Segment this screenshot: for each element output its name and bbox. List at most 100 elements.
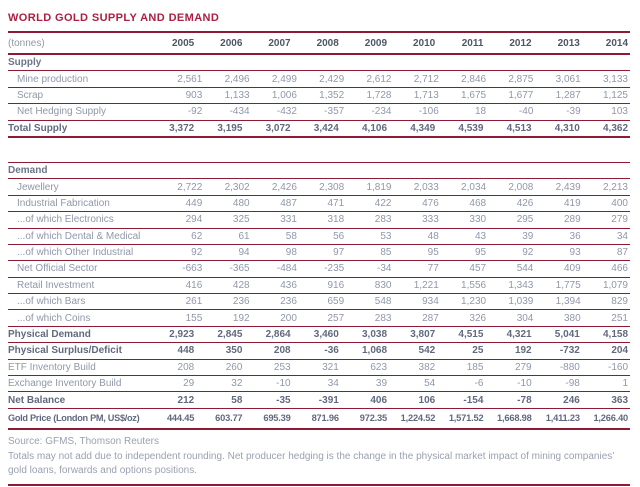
value-cell: 4,362 bbox=[603, 122, 629, 134]
value-cell: 695.39 bbox=[263, 413, 291, 424]
value-cell: 212 bbox=[177, 394, 195, 406]
row-label: ...of which Dental & Medical bbox=[17, 230, 141, 242]
value-cell: 2,845 bbox=[217, 329, 243, 341]
value-cell: 363 bbox=[611, 394, 629, 406]
year-header: 2013 bbox=[557, 37, 580, 49]
value-cell: 236 bbox=[232, 296, 250, 308]
value-cell: 87 bbox=[616, 247, 628, 259]
value-cell: 603.77 bbox=[215, 413, 243, 424]
value-cell: 871.96 bbox=[311, 413, 339, 424]
value-cell: 449 bbox=[185, 197, 203, 209]
value-cell: 251 bbox=[611, 312, 628, 324]
value-cell: 333 bbox=[422, 214, 439, 226]
value-cell: 2,496 bbox=[224, 73, 250, 85]
year-header: 2008 bbox=[316, 37, 339, 49]
value-cell: 2,439 bbox=[555, 181, 581, 193]
section-row: Supply bbox=[8, 55, 630, 72]
value-cell: 3,424 bbox=[313, 122, 339, 134]
bottom-rule bbox=[8, 484, 630, 487]
value-cell: 304 bbox=[516, 312, 534, 324]
year-header: 2005 bbox=[171, 37, 195, 49]
row-label: Industrial Fabrication bbox=[17, 197, 110, 209]
value-cell: 1,668.98 bbox=[497, 413, 532, 424]
value-cell: -35 bbox=[276, 394, 291, 406]
value-cell: -154 bbox=[463, 394, 484, 406]
value-cell: 444.45 bbox=[166, 413, 195, 424]
row-label: Total Supply bbox=[8, 122, 68, 134]
table-row: ETF Inventory Build 208 260 253 321 623 382 185… bbox=[8, 360, 630, 377]
value-cell: 1,079 bbox=[602, 279, 628, 291]
table-row: ...of which Coins 155 192 200 257 283 287 326 30… bbox=[8, 310, 630, 327]
value-cell: -234 bbox=[371, 106, 392, 118]
value-cell: 623 bbox=[370, 361, 388, 373]
value-cell: 261 bbox=[185, 296, 203, 308]
value-cell: -40 bbox=[518, 106, 534, 118]
value-cell: 95 bbox=[427, 247, 439, 259]
value-cell: 61 bbox=[238, 230, 250, 242]
value-cell: 1,728 bbox=[366, 89, 392, 101]
value-cell: -78 bbox=[517, 394, 532, 406]
value-cell: -365 bbox=[229, 263, 250, 275]
value-cell: 62 bbox=[191, 230, 203, 242]
row-label: Physical Surplus/Deficit bbox=[8, 345, 122, 357]
row-label: Jewellery bbox=[17, 181, 59, 193]
table-row: ...of which Dental & Medical 62 61 58 56 53 48… bbox=[8, 229, 630, 245]
value-cell: 321 bbox=[322, 361, 339, 373]
value-cell: 283 bbox=[374, 214, 392, 226]
value-cell: 1,133 bbox=[224, 89, 250, 101]
value-cell: 5,041 bbox=[554, 329, 580, 341]
value-cell: 331 bbox=[280, 214, 297, 226]
value-cell: 77 bbox=[427, 263, 439, 275]
value-cell: 4,106 bbox=[361, 122, 388, 134]
value-cell: -160 bbox=[608, 361, 629, 373]
table-row: ...of which Electronics 294 325 331 318 283 33… bbox=[8, 212, 630, 229]
value-cell: 246 bbox=[563, 394, 580, 406]
value-cell: 208 bbox=[273, 345, 291, 357]
value-cell: 1,819 bbox=[366, 181, 392, 193]
value-cell: 476 bbox=[422, 197, 439, 209]
value-cell: 106 bbox=[418, 394, 436, 406]
value-cell: 466 bbox=[611, 263, 628, 275]
value-cell: 103 bbox=[611, 106, 628, 118]
table-row: Jewellery 2,722 2,302 2,426 2,308 1,819 2,033 2… bbox=[8, 179, 630, 196]
value-cell: -434 bbox=[229, 106, 250, 118]
value-cell: 4,513 bbox=[506, 122, 532, 134]
table-row: Mine production 2,561 2,496 2,499 2,429 2,612… bbox=[8, 71, 630, 88]
row-label: Net Hedging Supply bbox=[17, 106, 106, 118]
value-cell: 972.35 bbox=[359, 413, 388, 424]
value-cell: 468 bbox=[469, 197, 487, 209]
table-row: Industrial Fabrication 449 480 487 471 422 476… bbox=[8, 196, 630, 213]
value-cell: 2,426 bbox=[271, 181, 297, 193]
row-label: ...of which Electronics bbox=[17, 214, 114, 226]
table-row: Scrap 903 1,133 1,006 1,352 1,728 1,713 1,675 1,… bbox=[8, 88, 630, 105]
value-cell: -10 bbox=[517, 378, 532, 390]
value-cell: 406 bbox=[370, 394, 388, 406]
value-cell: 400 bbox=[611, 197, 628, 209]
value-cell: 54 bbox=[424, 378, 436, 390]
value-cell: 916 bbox=[327, 279, 345, 291]
year-header: 2010 bbox=[412, 37, 436, 49]
row-label: Retail Investment bbox=[17, 279, 95, 291]
value-cell: -235 bbox=[324, 263, 345, 275]
value-cell: 325 bbox=[232, 214, 250, 226]
value-cell: 1,068 bbox=[361, 345, 388, 357]
year-header: 2006 bbox=[220, 37, 243, 49]
value-cell: 208 bbox=[177, 361, 195, 373]
value-cell: 283 bbox=[374, 312, 392, 324]
table-row: Gold Price (London PM, US$/oz) 444.45 603.… bbox=[8, 409, 630, 430]
value-cell: 257 bbox=[327, 312, 345, 324]
value-cell: 4,515 bbox=[458, 329, 484, 341]
value-cell: 279 bbox=[514, 361, 532, 373]
value-cell: 92 bbox=[522, 247, 534, 259]
row-label: Net Official Sector bbox=[17, 263, 98, 275]
value-cell: 1,677 bbox=[508, 89, 534, 101]
table-row: Exchange Inventory Build 29 32 -10 34 39 54 -6 -… bbox=[8, 376, 630, 393]
row-label: ETF Inventory Build bbox=[8, 361, 96, 373]
rounding-note: Totals may not add due to independent ro… bbox=[8, 451, 615, 476]
value-cell: 542 bbox=[418, 345, 436, 357]
value-cell: 2,923 bbox=[169, 329, 195, 341]
value-cell: 3,061 bbox=[555, 73, 581, 85]
table-row: Retail Investment 416 428 436 916 830 1,221 1,5… bbox=[8, 278, 630, 295]
value-cell: 1,675 bbox=[461, 89, 487, 101]
value-cell: 326 bbox=[469, 312, 487, 324]
